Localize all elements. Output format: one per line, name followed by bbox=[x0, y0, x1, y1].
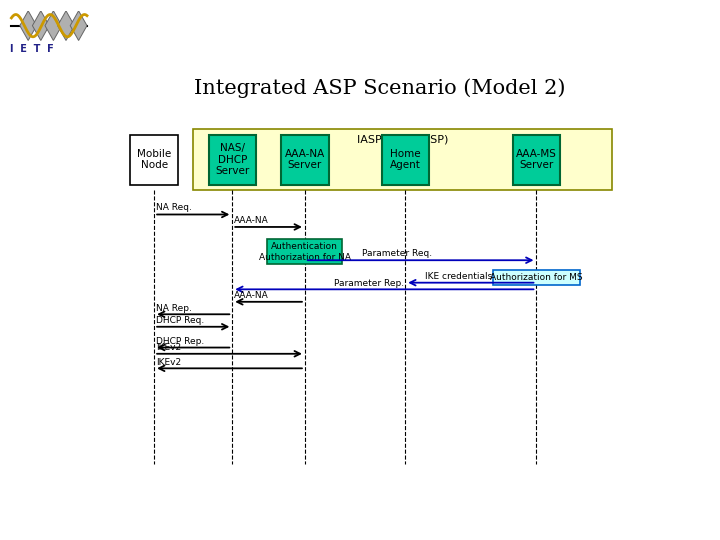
Text: Authorization for MS: Authorization for MS bbox=[490, 273, 582, 282]
Text: Integrated ASP Scenario (Model 2): Integrated ASP Scenario (Model 2) bbox=[194, 78, 566, 98]
Text: Parameter Rep.: Parameter Rep. bbox=[334, 279, 404, 288]
Polygon shape bbox=[71, 11, 87, 40]
Text: IKEv2: IKEv2 bbox=[156, 357, 181, 367]
Text: Parameter Req.: Parameter Req. bbox=[362, 249, 432, 258]
Bar bbox=[193, 129, 612, 190]
Polygon shape bbox=[45, 11, 62, 40]
Bar bbox=[513, 134, 560, 185]
Text: IKEv2: IKEv2 bbox=[156, 343, 181, 352]
Bar bbox=[267, 239, 343, 265]
Text: I  E  T  F: I E T F bbox=[10, 44, 53, 54]
Text: DHCP Rep.: DHCP Rep. bbox=[156, 337, 204, 346]
Text: AAA-NA
Server: AAA-NA Server bbox=[284, 149, 325, 171]
Bar bbox=[281, 134, 328, 185]
Text: Mobile
Node: Mobile Node bbox=[137, 149, 171, 171]
Text: IASP (ASP+MSP): IASP (ASP+MSP) bbox=[357, 134, 448, 144]
Bar bbox=[209, 134, 256, 185]
Text: Home
Agent: Home Agent bbox=[390, 149, 420, 171]
Polygon shape bbox=[58, 11, 74, 40]
Bar bbox=[493, 271, 580, 285]
Text: IKE credentials: IKE credentials bbox=[425, 272, 492, 281]
Text: AAA-MS
Server: AAA-MS Server bbox=[516, 149, 557, 171]
Polygon shape bbox=[20, 11, 37, 40]
Text: NA Req.: NA Req. bbox=[156, 204, 192, 212]
Bar bbox=[130, 134, 178, 185]
Text: AAA-NA: AAA-NA bbox=[234, 216, 269, 225]
Text: NA Rep.: NA Rep. bbox=[156, 303, 192, 313]
Text: DHCP Req.: DHCP Req. bbox=[156, 316, 204, 325]
Polygon shape bbox=[32, 11, 49, 40]
Text: Authentication
Authorization for NA: Authentication Authorization for NA bbox=[258, 242, 351, 261]
Text: NAS/
DHCP
Server: NAS/ DHCP Server bbox=[215, 143, 249, 176]
Text: AAA-NA: AAA-NA bbox=[234, 291, 269, 300]
Bar bbox=[382, 134, 429, 185]
